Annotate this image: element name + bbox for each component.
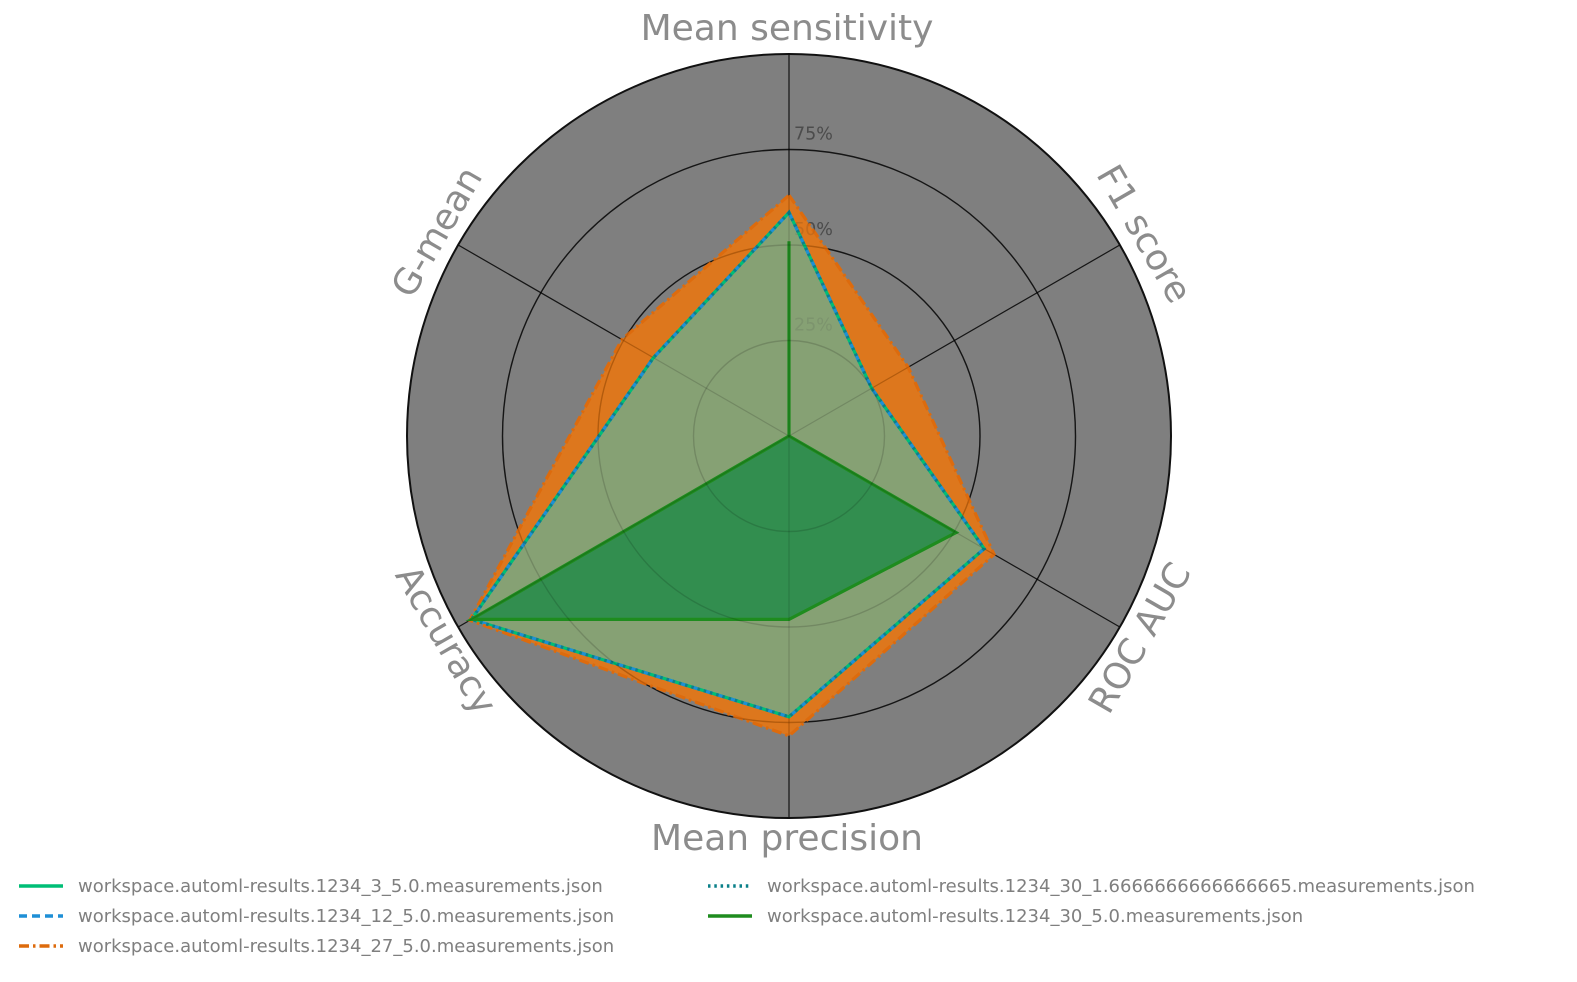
axis-spoke-over-2 [788,435,1121,628]
axis-spoke-over-1 [788,244,1121,437]
series-line-4 [465,241,960,622]
axis-label-mean-sensitivity: Mean sensitivity [641,8,934,49]
series-line-0 [468,209,987,719]
legend-sample-dashed-blue-icon [19,914,63,918]
legend-label-2: workspace.automl-results.1234_27_5.0.mea… [78,935,615,957]
legend-entry-0: workspace.automl-results.1234_3_5.0.meas… [19,871,614,901]
legend: workspace.automl-results.1234_3_5.0.meas… [0,871,1577,971]
series-fills-layer [469,195,995,736]
rtick-label-under-75: 75% [794,125,833,145]
grid-ring-over-25 [692,339,886,533]
rtick-label-ghost-75: 75% [794,125,833,145]
legend-entry-3: workspace.automl-results.1234_30_1.66666… [708,871,1475,901]
axis-label-mean-precision: Mean precision [651,818,923,859]
legend-entry-4: workspace.automl-results.1234_30_5.0.mea… [708,901,1475,931]
axis-spoke-over-4 [457,435,790,628]
legend-entry-2: workspace.automl-results.1234_27_5.0.mea… [19,931,614,961]
legend-column-right: workspace.automl-results.1234_30_1.66666… [708,871,1475,931]
legend-sample-solid-green-icon [19,884,63,888]
legend-label-1: workspace.automl-results.1234_12_5.0.mea… [78,905,615,927]
legend-label-3: workspace.automl-results.1234_30_1.66666… [767,875,1475,897]
outer-circle [406,53,1172,819]
legend-sample-dotted-teal-icon [708,884,752,888]
grid-ring-over-50 [597,244,981,628]
rtick-label-ghost-50: 50% [794,220,833,240]
legend-sample-dashdot-orange-icon [19,944,63,948]
legend-label-4: workspace.automl-results.1234_30_5.0.mea… [767,905,1304,927]
legend-label-0: workspace.automl-results.1234_3_5.0.meas… [78,875,603,897]
series-lines-layer [465,192,997,738]
grid-over-layer: 25% 50% 75% [457,54,1121,818]
grid-ring-over-75 [501,148,1077,724]
series-line-2 [467,192,997,738]
radar-plot-area: 25% 50% 75%25% 50% 75% [406,53,1172,819]
legend-column-left: workspace.automl-results.1234_3_5.0.meas… [19,871,614,961]
axis-spoke-over-5 [457,244,790,437]
legend-entry-1: workspace.automl-results.1234_12_5.0.mea… [19,901,614,931]
rtick-label-ghost-25: 25% [794,316,833,336]
series-fill-4 [471,241,957,620]
legend-sample-solid-darkgreen-icon [708,914,752,918]
